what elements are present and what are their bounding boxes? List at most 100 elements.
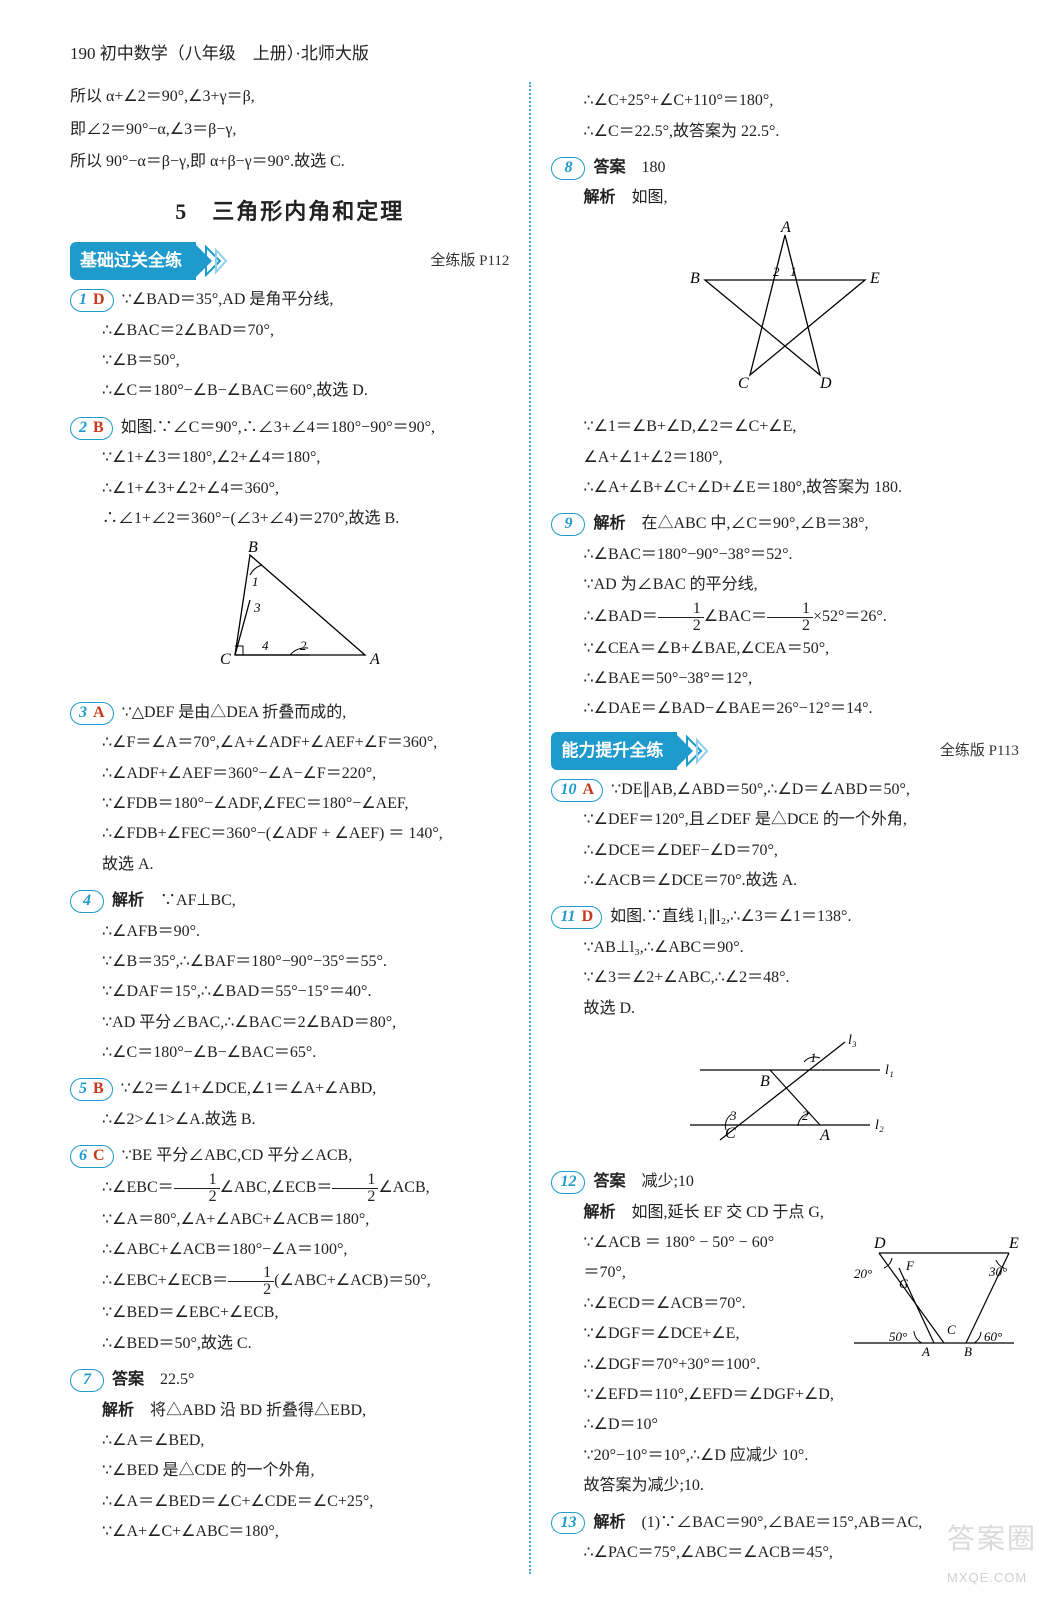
line: ∴∠C＝180°−∠B−∠BAC＝60°,故选 D. [70,376,509,406]
svg-text:G: G [899,1276,909,1291]
band-basic: 基础过关全练 全练版 P112 [70,245,509,277]
line: ∴∠DGF＝70°+30°＝100°. [551,1350,836,1380]
line: ∴∠1+∠3+∠2+∠4＝360°, [70,474,509,504]
band-ability: 能力提升全练 全练版 P113 [551,735,1019,767]
svg-text:E: E [869,270,880,287]
line: ∵AB⊥l₃,∴∠ABC＝90°. [551,933,1019,963]
svg-text:3: 3 [253,600,261,615]
question-1: 1 D ∵∠BAD＝35°,AD 是角平分线, ∴∠BAC＝2∠BAD＝70°,… [70,285,509,407]
chevron-icon [677,735,711,767]
line: ∵∠BED＝∠EBC+∠ECB, [70,1298,509,1328]
band-label: 能力提升全练 [551,732,677,770]
qnum-badge: 6 C [70,1145,114,1168]
svg-text:B: B [964,1344,972,1359]
intro-line: 即∠2＝90°−α,∠3＝β−γ, [70,115,509,145]
question-10: 10 A ∵DE∥AB,∠ABD＝50°,∴∠D＝∠ABD＝50°, ∵∠DEF… [551,775,1019,897]
qnum-badge: 7 [70,1369,104,1392]
line: 解析 如图,延长 EF 交 CD 于点 G, [551,1198,1019,1228]
question-4: 4 解析 ∵AF⊥BC, ∴∠AFB＝90°. ∵∠B＝35°,∴∠BAF＝18… [70,886,509,1068]
svg-text:A: A [369,651,380,668]
svg-text:A: A [921,1344,930,1359]
line: 解析 将△ABD 沿 BD 折叠得△EBD, [70,1396,509,1426]
intro-line: 所以 90°−α＝β−γ,即 α+β−γ＝90°.故选 C. [70,147,509,177]
qnum-badge: 3 A [70,702,114,725]
intro-line: 所以 α+∠2＝90°,∠3+γ＝β, [70,82,509,112]
two-column-layout: 所以 α+∠2＝90°,∠3+γ＝β, 即∠2＝90°−α,∠3＝β−γ, 所以… [70,82,1005,1574]
line: ∴∠2>∠1>∠A.故选 B. [70,1105,509,1135]
line: ∵∠DAF＝15°,∴∠BAD＝55°−15°＝40°. [70,977,509,1007]
line: ∴∠D＝10° [551,1410,1019,1440]
question-6: 6 C ∵BE 平分∠ABC,CD 平分∠ACB, ∴∠EBC＝12∠ABC,∠… [70,1141,509,1359]
line: ∴∠AFB＝90°. [70,917,509,947]
band-label: 基础过关全练 [70,242,196,280]
figure-q8-star: A B E C D 2 1 [551,220,1019,406]
line: ∵∠1+∠3＝180°,∠2+∠4＝180°, [70,443,509,473]
svg-text:B: B [690,270,700,287]
line: 故选 A. [70,850,509,880]
line: ＝70°, [551,1258,836,1288]
line: ∵∠EFD＝110°,∠EFD＝∠DGF+∠D, [551,1380,1019,1410]
line: ∴∠FDB+∠FEC＝360°−(∠ADF + ∠AEF) ＝ 140°, [70,819,509,849]
line: 解析 如图, [551,183,1019,213]
line: ∴∠A+∠B+∠C+∠D+∠E＝180°,故答案为 180. [551,473,1019,503]
qnum-badge: 4 [70,890,104,913]
line: ∴∠A＝∠BED, [70,1426,509,1456]
page-header: 190 初中数学（八年级 上册）·北师大版 [70,38,1005,70]
line: ∴∠F＝∠A＝70°,∠A+∠ADF+∠AEF+∠F＝360°, [70,728,509,758]
right-column: ∴∠C+25°+∠C+110°＝180°, ∴∠C＝22.5°,故答案为 22.… [551,82,1019,1574]
line: 故答案为减少;10. [551,1471,1019,1501]
chevron-icon [196,245,230,277]
page-ref: 全练版 P112 [430,247,509,276]
line: ∴∠C+25°+∠C+110°＝180°, [551,86,1019,116]
svg-text:B: B [760,1073,770,1090]
line: ∴∠BAC＝180°−90°−38°＝52°. [551,540,1019,570]
line: ∵∠A＝80°,∠A+∠ABC+∠ACB＝180°, [70,1205,509,1235]
svg-text:2: 2 [300,638,307,653]
qnum-badge: 2 B [70,417,113,440]
line: 故选 D. [551,994,1019,1024]
line: ∴∠BAD＝12∠BAC＝12×52°＝26°. [551,601,1019,634]
qnum-badge: 11 D [551,906,602,929]
svg-text:60°: 60° [984,1329,1002,1344]
question-3: 3 A ∵△DEF 是由△DEA 折叠而成的, ∴∠F＝∠A＝70°,∠A+∠A… [70,698,509,880]
svg-text:A: A [780,220,791,236]
left-column: 所以 α+∠2＝90°,∠3+γ＝β, 即∠2＝90°−α,∠3＝β−γ, 所以… [70,82,509,1574]
svg-text:2: 2 [773,264,780,279]
line: ∵20°−10°＝10°,∴∠D 应减少 10°. [551,1441,1019,1471]
line: ∴∠C＝180°−∠B−∠BAC＝65°. [70,1038,509,1068]
question-8: 8 答案 180 解析 如图, A B E C D 2 1 ∵∠1＝∠B+∠D,… [551,153,1019,503]
question-7: 7 答案 22.5° 解析 将△ABD 沿 BD 折叠得△EBD, ∴∠A＝∠B… [70,1365,509,1547]
line: ∵∠DEF＝120°,且∠DEF 是△DCE 的一个外角, [551,805,1019,835]
line: ∵AD 平分∠BAC,∴∠BAC＝2∠BAD＝80°, [70,1008,509,1038]
svg-text:20°: 20° [854,1266,872,1281]
question-9: 9 解析 在△ABC 中,∠C＝90°,∠B＝38°, ∴∠BAC＝180°−9… [551,509,1019,724]
qnum-badge: 9 [551,513,585,536]
line: ∴∠EBC+∠ECB＝12(∠ABC+∠ACB)＝50°, [70,1265,509,1298]
qnum-badge: 5 B [70,1078,113,1101]
svg-text:1: 1 [252,574,259,589]
svg-text:C: C [725,1125,736,1142]
svg-text:B: B [248,540,258,556]
line: ∴∠1+∠2＝360°−(∠3+∠4)＝270°,故选 B. [70,504,509,534]
svg-text:E: E [1008,1235,1019,1252]
svg-text:C: C [947,1322,956,1337]
intro-block: 所以 α+∠2＝90°,∠3+γ＝β, 即∠2＝90°−α,∠3＝β−γ, 所以… [70,82,509,177]
svg-text:50°: 50° [889,1329,907,1344]
qnum-badge: 12 [551,1171,585,1194]
line: ∵∠B＝50°, [70,346,509,376]
line: ∵∠3＝∠2+∠ABC,∴∠2＝48°. [551,963,1019,993]
qnum-badge: 10 A [551,779,603,802]
line: ∵∠FDB＝180°−∠ADF,∠FEC＝180°−∠AEF, [70,789,509,819]
question-2: 2 B 如图.∵∠C＝90°,∴∠3+∠4＝180°−90°＝90°, ∵∠1+… [70,413,509,692]
question-7-cont: ∴∠C+25°+∠C+110°＝180°, ∴∠C＝22.5°,故答案为 22.… [551,86,1019,147]
svg-text:30°: 30° [988,1264,1007,1279]
svg-text:D: D [873,1235,886,1252]
line: ∵AD 为∠BAC 的平分线, [551,570,1019,600]
figure-q12: D E F G C A B 20° 30° 50° 60° [844,1228,1019,1374]
line: ∴∠ADF+∠AEF＝360°−∠A−∠F＝220°, [70,759,509,789]
svg-text:l₃: l₃ [848,1033,857,1048]
line: ∵∠DGF＝∠DCE+∠E, [551,1319,836,1349]
line: ∴∠DCE＝∠DEF−∠D＝70°, [551,836,1019,866]
svg-text:l₂: l₂ [875,1118,884,1133]
line: ∵∠1＝∠B+∠D,∠2＝∠C+∠E, [551,412,1019,442]
